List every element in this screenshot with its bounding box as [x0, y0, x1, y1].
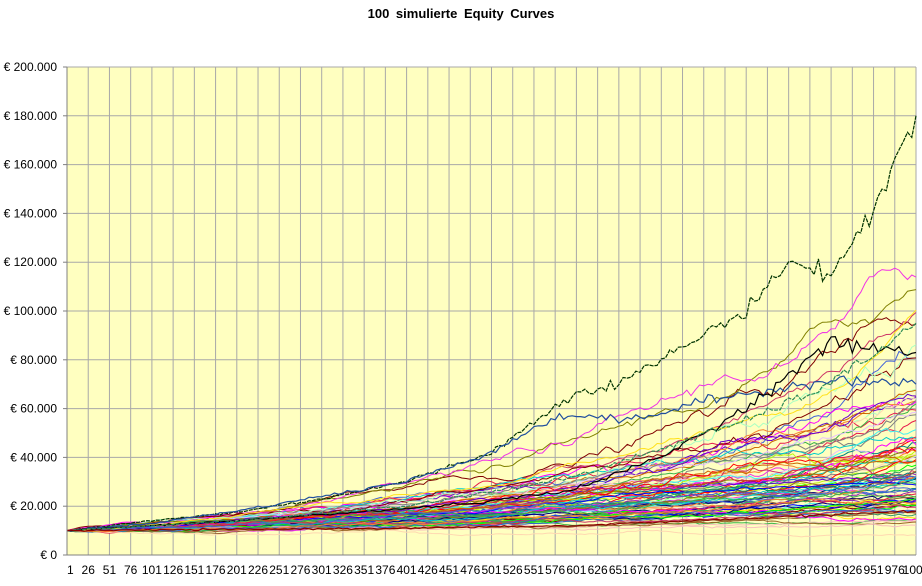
- y-tick-label: € 120.000: [4, 255, 58, 269]
- x-tick-label: 201: [227, 563, 247, 577]
- x-tick-label: 1001: [903, 563, 922, 577]
- equity-curve: [66, 509, 917, 532]
- x-tick-label: 976: [885, 563, 905, 577]
- x-tick-label: 751: [694, 563, 714, 577]
- x-tick-label: 101: [142, 563, 162, 577]
- x-tick-label: 951: [864, 563, 884, 577]
- x-tick-label: 551: [524, 563, 544, 577]
- equity-curve: [66, 504, 916, 532]
- x-tick-label: 151: [184, 563, 204, 577]
- y-tick-label: € 140.000: [4, 206, 58, 220]
- equity-curve: [66, 475, 917, 532]
- x-tick-label: 526: [503, 563, 523, 577]
- equity-curve: [66, 375, 917, 532]
- y-tick-label: € 80.000: [10, 353, 57, 367]
- x-tick-label: 26: [82, 563, 96, 577]
- x-tick-label: 226: [248, 563, 268, 577]
- x-tick-label: 601: [566, 563, 586, 577]
- x-tick-label: 126: [163, 563, 183, 577]
- x-tick-label: 426: [418, 563, 438, 577]
- x-tick-label: 501: [481, 563, 501, 577]
- x-tick-label: 76: [124, 563, 138, 577]
- x-tick-label: 351: [354, 563, 374, 577]
- x-tick-label: 51: [103, 563, 117, 577]
- equity-curve: [66, 508, 917, 535]
- y-tick-label: € 0: [40, 548, 57, 562]
- y-tick-label: € 40.000: [10, 450, 57, 464]
- y-tick-label: € 100.000: [4, 304, 58, 318]
- y-axis-tick-labels: € 0 € 20.000 € 40.000 € 60.000 € 80.000 € 100…: [4, 60, 67, 562]
- y-tick-label: € 160.000: [4, 158, 58, 172]
- chart-title: 100 simulierte Equity Curves: [367, 6, 555, 21]
- x-tick-label: 451: [439, 563, 459, 577]
- x-tick-label: 476: [460, 563, 480, 577]
- x-tick-label: 651: [609, 563, 629, 577]
- x-tick-label: 701: [651, 563, 671, 577]
- x-tick-label: 576: [545, 563, 565, 577]
- y-tick-label: € 60.000: [10, 402, 57, 416]
- x-tick-label: 376: [375, 563, 395, 577]
- x-axis-tick-labels: 1 26 51 76 101 126 151 176 201 226 251 276 301 326 351…: [67, 563, 922, 577]
- x-tick-label: 401: [397, 563, 417, 577]
- x-tick-label: 676: [630, 563, 650, 577]
- x-tick-label: 776: [715, 563, 735, 577]
- x-tick-label: 1: [67, 563, 74, 577]
- x-tick-label: 176: [206, 563, 226, 577]
- x-tick-label: 801: [736, 563, 756, 577]
- x-tick-label: 851: [779, 563, 799, 577]
- x-tick-label: 926: [842, 563, 862, 577]
- y-tick-label: € 200.000: [4, 60, 58, 74]
- equity-curve: [66, 322, 917, 532]
- x-tick-label: 901: [821, 563, 841, 577]
- x-tick-label: 251: [269, 563, 289, 577]
- x-tick-label: 276: [290, 563, 310, 577]
- x-tick-label: 826: [757, 563, 777, 577]
- equity-curve: [67, 529, 917, 538]
- x-tick-label: 726: [673, 563, 693, 577]
- equity-curve: [66, 401, 917, 532]
- y-tick-label: € 180.000: [4, 109, 58, 123]
- series-layer: [66, 115, 917, 538]
- x-tick-label: 626: [588, 563, 608, 577]
- y-tick-label: € 20.000: [10, 499, 57, 513]
- equity-curve: [66, 335, 917, 532]
- x-tick-label: 876: [800, 563, 820, 577]
- x-tick-label: 326: [333, 563, 353, 577]
- x-tick-label: 301: [312, 563, 332, 577]
- equity-curve: [66, 309, 917, 532]
